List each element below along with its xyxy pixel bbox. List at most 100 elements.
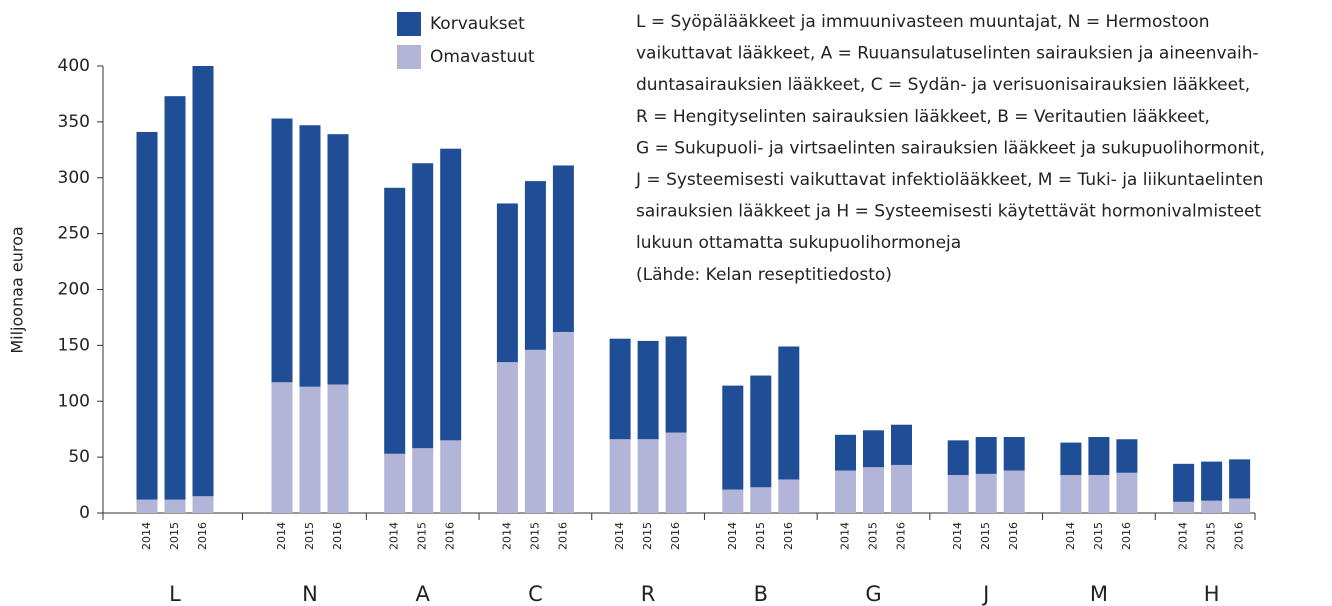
year-label: 2015	[168, 522, 181, 550]
bar-segment	[637, 439, 659, 513]
y-tick-label: 100	[58, 391, 90, 411]
year-label: 2014	[839, 522, 852, 550]
year-label: 2016	[556, 522, 569, 550]
group-label: M	[1090, 582, 1108, 606]
y-axis-label: Miljoonaa euroa	[8, 226, 27, 353]
bar-segment	[975, 473, 997, 513]
bar-segment	[1201, 461, 1223, 501]
bar-segment	[1088, 437, 1110, 476]
bar-segment	[1060, 442, 1082, 476]
bar-segment	[835, 434, 856, 471]
group-label: B	[754, 582, 768, 606]
bar-segment	[164, 499, 186, 513]
bar-segment	[136, 131, 158, 500]
bar-segment	[136, 499, 158, 513]
bar-segment	[609, 439, 631, 513]
y-tick-label: 50	[68, 447, 90, 467]
bar-segment	[1116, 439, 1138, 473]
bar-segment	[750, 487, 772, 513]
bar-segment	[637, 340, 659, 440]
legend-label: Omavastuut	[430, 47, 535, 67]
note-line: duntasairauksien lääkkeet, C = Sydän- ja…	[636, 75, 1250, 95]
bar-segment	[412, 448, 434, 513]
bar-segment	[947, 440, 969, 476]
bar-segment	[778, 346, 800, 480]
y-tick-label: 400	[58, 56, 90, 76]
bar-segment	[835, 470, 856, 513]
bar-segment	[722, 385, 744, 490]
bar-segment	[750, 375, 772, 488]
bar-segment	[552, 331, 574, 513]
bar-segment	[192, 496, 214, 513]
bar-segment	[1229, 459, 1251, 499]
year-label: 2016	[444, 522, 457, 550]
year-label: 2014	[500, 522, 513, 550]
note-line: vaikuttavat lääkkeet, A = Ruuansulatusel…	[636, 44, 1259, 64]
legend-swatch	[397, 45, 421, 69]
bar-segment	[496, 203, 518, 363]
bar-segment	[609, 338, 631, 440]
y-tick-label: 350	[58, 112, 90, 132]
year-label: 2016	[782, 522, 795, 550]
group-label: G	[865, 582, 881, 606]
bar-segment	[299, 125, 321, 387]
bar-segment	[271, 382, 293, 513]
year-label: 2015	[528, 522, 541, 550]
bar-segment	[327, 134, 349, 385]
group-label: J	[981, 582, 989, 606]
bar-segment	[192, 66, 214, 497]
bar-segment	[524, 181, 546, 350]
bar-segment	[440, 440, 462, 513]
bar-segment	[1229, 498, 1251, 513]
legend-label: Korvaukset	[430, 14, 525, 34]
bar-segment	[778, 479, 800, 513]
bar-segment	[947, 475, 969, 513]
year-label: 2016	[895, 522, 908, 550]
bar-segment	[1003, 470, 1025, 513]
bar-segment	[164, 96, 186, 500]
bar-segment	[1201, 500, 1223, 513]
group-label: R	[641, 582, 656, 606]
year-label: 2014	[951, 522, 964, 550]
year-label: 2016	[669, 522, 682, 550]
bar-segment	[1003, 437, 1025, 471]
year-label: 2016	[1233, 522, 1246, 550]
y-tick-label: 150	[58, 335, 90, 355]
bar-segment	[975, 437, 997, 474]
group-label: L	[169, 582, 181, 606]
bar-segment	[299, 386, 321, 513]
note-line: L = Syöpälääkkeet ja immuunivasteen muun…	[636, 12, 1209, 32]
bar-segment	[1116, 472, 1138, 513]
y-tick-label: 250	[58, 224, 90, 244]
year-label: 2014	[140, 522, 153, 550]
group-label: A	[416, 582, 431, 606]
year-label: 2015	[867, 522, 880, 550]
bar-segment	[1060, 475, 1082, 513]
bar-segment	[412, 163, 434, 449]
bar-segment	[863, 430, 884, 468]
bar-segment	[327, 384, 349, 513]
y-tick-label: 0	[79, 503, 90, 523]
year-label: 2014	[1177, 522, 1190, 550]
year-label: 2014	[1064, 522, 1077, 550]
bar-segment	[384, 453, 406, 513]
note-line: sairauksien lääkkeet ja H = Systeemisest…	[636, 202, 1261, 222]
year-label: 2015	[754, 522, 767, 550]
year-label: 2016	[196, 522, 209, 550]
legend-swatch	[397, 12, 421, 36]
year-label: 2016	[1007, 522, 1020, 550]
bar-segment	[1173, 501, 1195, 513]
year-label: 2015	[641, 522, 654, 550]
group-label: H	[1204, 582, 1220, 606]
year-label: 2015	[1092, 522, 1105, 550]
bar-segment	[1088, 475, 1110, 513]
bar-segment	[552, 165, 574, 332]
source: (Lähde: Kelan reseptitiedosto)	[636, 265, 892, 285]
bar-segment	[496, 362, 518, 513]
bar-segment	[440, 148, 462, 441]
year-label: 2015	[979, 522, 992, 550]
note-line: lukuun ottamatta sukupuolihormoneja	[636, 233, 961, 253]
note-line: J = Systeemisesti vaikuttavat infektiolä…	[635, 170, 1263, 190]
bar-segment	[891, 464, 912, 513]
